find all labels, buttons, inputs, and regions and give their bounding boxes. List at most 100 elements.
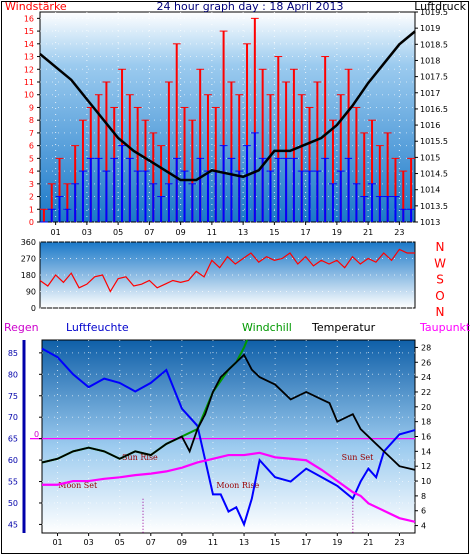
pressure-axis: 1013 1013.5 1014 1014.5 1015 1015.5 1016 1016.5… bbox=[415, 8, 448, 227]
humidity-temperature-plot-area bbox=[41, 339, 416, 534]
time-tick-label: 21 bbox=[363, 228, 373, 237]
humidity-tick-label: 45 bbox=[8, 520, 18, 529]
pressure-line bbox=[39, 30, 416, 182]
time-tick-label: 13 bbox=[239, 538, 249, 547]
astronomy-annotations: Moon Set Sun Rise Moon Rise Sun Set bbox=[58, 453, 374, 533]
time-tick-label: 05 bbox=[115, 538, 125, 547]
pressure-tick-label: 1015 bbox=[420, 153, 440, 162]
compass-label-N: N bbox=[436, 240, 445, 254]
humidity-temperature-grid bbox=[30, 340, 415, 533]
pressure-tick-label: 1013.5 bbox=[420, 202, 448, 211]
time-tick-label: 07 bbox=[146, 538, 156, 547]
pressure-tick-label: 1017.5 bbox=[420, 73, 448, 82]
wind-direction-tick-label: 360 bbox=[21, 238, 36, 247]
temperature-tick-label: 28 bbox=[421, 343, 431, 352]
temperature-tick-label: 20 bbox=[421, 403, 431, 412]
wind-speed-tick-label: 9 bbox=[29, 103, 34, 112]
wind-pressure-series bbox=[39, 17, 416, 223]
wind-speed-tick-label: 15 bbox=[24, 27, 34, 36]
time-tick-label: 01 bbox=[52, 538, 62, 547]
dewpoint-line bbox=[42, 451, 416, 523]
humidity-tick-label: 80 bbox=[8, 370, 18, 379]
humidity-temperature-panel: Moon Set Sun Rise Moon Rise Sun Set 45 50 55 6… bbox=[4, 321, 470, 547]
annotation-moon-set: Moon Set bbox=[58, 481, 98, 490]
compass-label-N: N bbox=[436, 305, 445, 319]
pressure-tick-label: 1014.5 bbox=[420, 170, 448, 179]
time-tick-label: 17 bbox=[301, 538, 311, 547]
time-tick-label: 11 bbox=[207, 228, 217, 237]
windchill-legend: Windchill bbox=[242, 321, 292, 334]
time-tick-label: 01 bbox=[51, 228, 61, 237]
humidity-tick-label: 75 bbox=[8, 392, 18, 401]
wind-speed-tick-label: 12 bbox=[24, 65, 34, 74]
wind-direction-line bbox=[39, 248, 415, 293]
humidity-tick-label: 65 bbox=[8, 435, 18, 444]
temperature-tick-label: 8 bbox=[421, 492, 426, 501]
wind-speed-tick-label: 11 bbox=[24, 78, 34, 87]
temperature-tick-label: 24 bbox=[421, 373, 431, 382]
wind-speed-tick-label: 2 bbox=[29, 193, 34, 202]
annotation-sun-set: Sun Set bbox=[342, 453, 375, 462]
time-tick-label: 07 bbox=[144, 228, 154, 237]
annotation-sun-rise: Sun Rise bbox=[122, 453, 158, 462]
humidity-tick-label: 85 bbox=[8, 349, 18, 358]
wind-speed-tick-label: 10 bbox=[24, 91, 34, 100]
wind-direction-tick-label: 270 bbox=[21, 255, 36, 264]
time-tick-label: 17 bbox=[301, 228, 311, 237]
pressure-tick-label: 1018.5 bbox=[420, 40, 448, 49]
wind-speed-tick-label: 13 bbox=[24, 53, 34, 62]
wind-direction-tick-label: 90 bbox=[26, 288, 36, 297]
wind-speed-tick-label: 4 bbox=[29, 167, 34, 176]
time-tick-label: 19 bbox=[332, 228, 342, 237]
rain-value-label: 0 bbox=[34, 430, 39, 439]
annotation-moon-rise: Moon Rise bbox=[216, 481, 259, 490]
compass-label-O: O bbox=[435, 289, 444, 303]
wind-speed-tick-label: 7 bbox=[29, 129, 34, 138]
pressure-tick-label: 1018 bbox=[420, 56, 440, 65]
time-tick-label: 03 bbox=[84, 538, 94, 547]
humidity-temperature-time-axis: 01 03 05 07 09 11 13 15 17 19 21 23 bbox=[52, 533, 405, 547]
humidity-tick-label: 50 bbox=[8, 499, 18, 508]
humidity-line bbox=[41, 347, 416, 528]
pressure-tick-label: 1015.5 bbox=[420, 137, 448, 146]
humidity-tick-label: 55 bbox=[8, 478, 18, 487]
humidity-tick-label: 70 bbox=[8, 413, 18, 422]
wind-direction-axis: 0 90 180 270 360 bbox=[21, 238, 36, 313]
temperature-line bbox=[41, 353, 416, 471]
temperature-tick-label: 16 bbox=[421, 433, 431, 442]
time-tick-label: 09 bbox=[176, 228, 186, 237]
wind-speed-tick-label: 0 bbox=[29, 218, 34, 227]
wind-speed-tick-label: 1 bbox=[29, 205, 34, 214]
wind-direction-grid bbox=[40, 241, 415, 309]
temperature-tick-label: 18 bbox=[421, 418, 431, 427]
wind-direction-series bbox=[39, 248, 415, 293]
temperature-legend: Temperatur bbox=[311, 321, 376, 334]
pressure-tick-label: 1016.5 bbox=[420, 105, 448, 114]
rain-axis-title: Regen bbox=[4, 321, 39, 334]
compass-label-W: W bbox=[434, 256, 446, 270]
time-tick-label: 11 bbox=[208, 538, 218, 547]
compass-label-S: S bbox=[436, 273, 444, 287]
pressure-tick-label: 1019 bbox=[420, 24, 440, 33]
time-tick-label: 21 bbox=[363, 538, 373, 547]
pressure-tick-label: 1014 bbox=[420, 186, 440, 195]
time-tick-label: 15 bbox=[270, 538, 280, 547]
pressure-tick-label: 1013 bbox=[420, 218, 440, 227]
pressure-tick-label: 1019.5 bbox=[420, 8, 448, 17]
dewpoint-legend: Taupunkt bbox=[419, 321, 470, 334]
temperature-tick-label: 22 bbox=[421, 388, 431, 397]
humidity-temperature-series bbox=[41, 339, 416, 528]
temperature-tick-label: 26 bbox=[421, 358, 431, 367]
pressure-tick-label: 1016 bbox=[420, 121, 440, 130]
wind-speed-tick-label: 8 bbox=[29, 116, 34, 125]
temperature-tick-label: 4 bbox=[421, 522, 426, 531]
humidity-axis: 45 50 55 60 65 70 75 80 85 bbox=[8, 349, 42, 529]
wind-speed-tick-label: 16 bbox=[24, 14, 34, 23]
humidity-tick-label: 60 bbox=[8, 456, 18, 465]
temperature-tick-label: 12 bbox=[421, 462, 431, 471]
